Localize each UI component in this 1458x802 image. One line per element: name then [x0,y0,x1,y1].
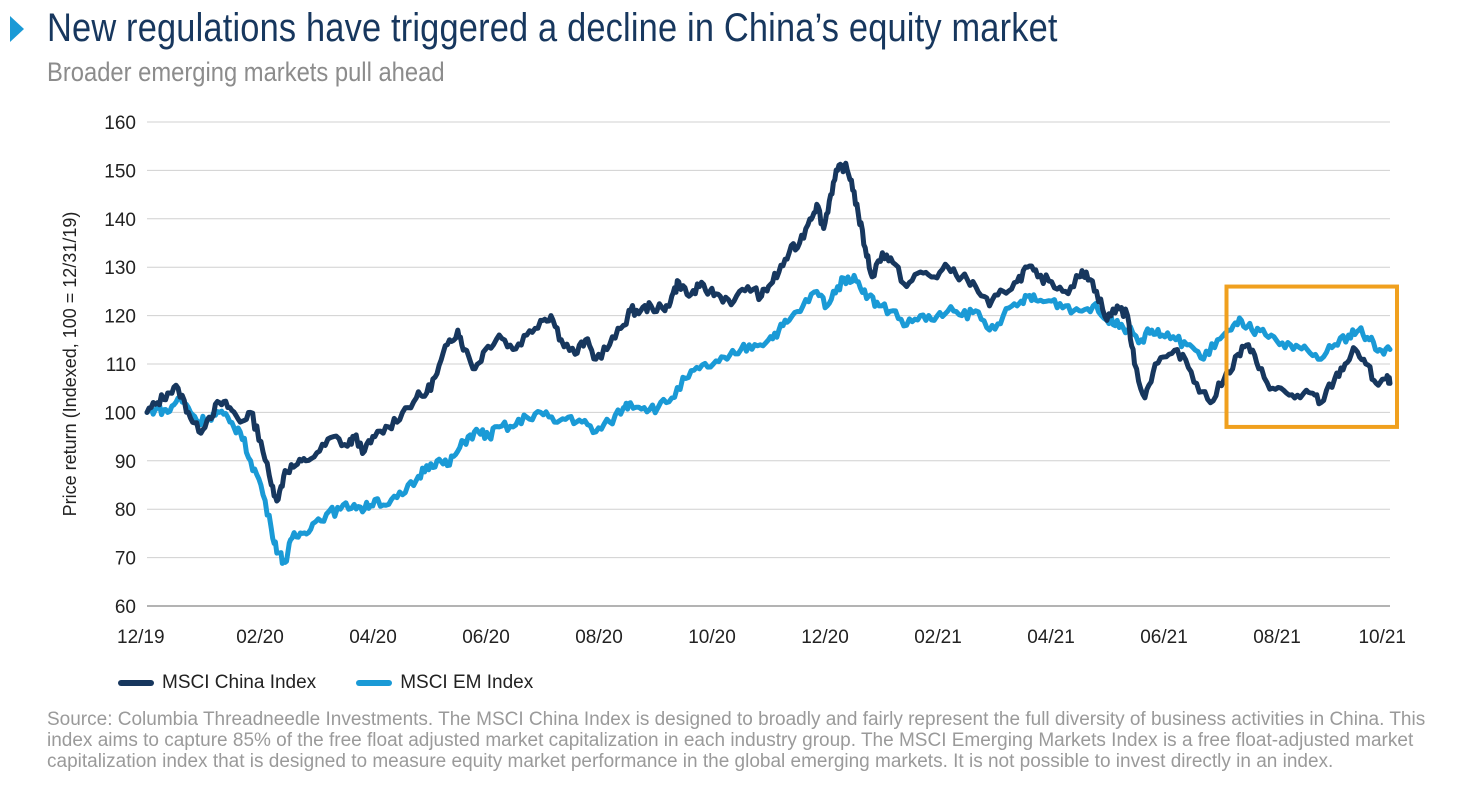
x-tick-label: 08/21 [1253,627,1301,648]
series-line-msci-china [144,160,1393,504]
legend-swatch-china [118,680,154,686]
chart-title: New regulations have triggered a decline… [47,6,1058,50]
title-marker-icon [10,16,24,42]
x-axis-ticks: 12/19 02/20 04/20 06/20 08/20 10/20 12/20 02/21… [117,627,1406,648]
x-tick-label: 10/20 [688,627,736,648]
x-tick-label: 04/20 [349,627,397,648]
y-tick-label: 130 [104,258,136,279]
legend-label-china: MSCI China Index [162,672,317,693]
highlight-box [1224,284,1399,429]
chart-subtitle: Broader emerging markets pull ahead [47,57,445,87]
legend: MSCI China Index MSCI EM Index [118,672,573,694]
x-tick-label: 06/21 [1140,627,1188,648]
source-note: Source: Columbia Threadneedle Investment… [47,709,1426,772]
legend-swatch-em [356,680,393,686]
line-chart: 60 70 80 90 100 110 120 130 140 150 160 12/19 02/20… [60,113,1406,648]
series-line-msci-em [144,272,1393,566]
x-tick-label: 12/20 [801,627,849,648]
legend-item-china: MSCI China Index [118,672,316,694]
y-tick-label: 70 [115,549,136,570]
y-tick-label: 90 [115,452,136,473]
y-tick-label: 140 [104,210,136,231]
gridlines [147,121,1390,607]
x-tick-label: 02/21 [914,627,962,648]
y-tick-label: 150 [104,161,136,182]
series-lines [144,160,1393,566]
y-tick-label: 60 [115,597,136,618]
x-tick-label: 04/21 [1027,627,1075,648]
y-axis-label: Price return (Indexed, 100 = 12/31/19) [60,212,80,517]
x-tick-label: 06/20 [462,627,510,648]
y-tick-label: 100 [104,403,136,424]
y-tick-label: 160 [104,113,136,134]
y-tick-label: 120 [104,307,136,328]
x-tick-label: 12/19 [117,627,165,648]
x-tick-label: 02/20 [236,627,284,648]
legend-label-em: MSCI EM Index [400,672,534,693]
x-tick-label: 10/21 [1358,627,1406,648]
legend-item-em: MSCI EM Index [356,672,533,694]
y-tick-label: 110 [106,355,136,376]
x-tick-label: 08/20 [575,627,623,648]
y-tick-label: 80 [115,500,136,521]
y-axis-ticks: 60 70 80 90 100 110 120 130 140 150 160 [104,113,136,618]
